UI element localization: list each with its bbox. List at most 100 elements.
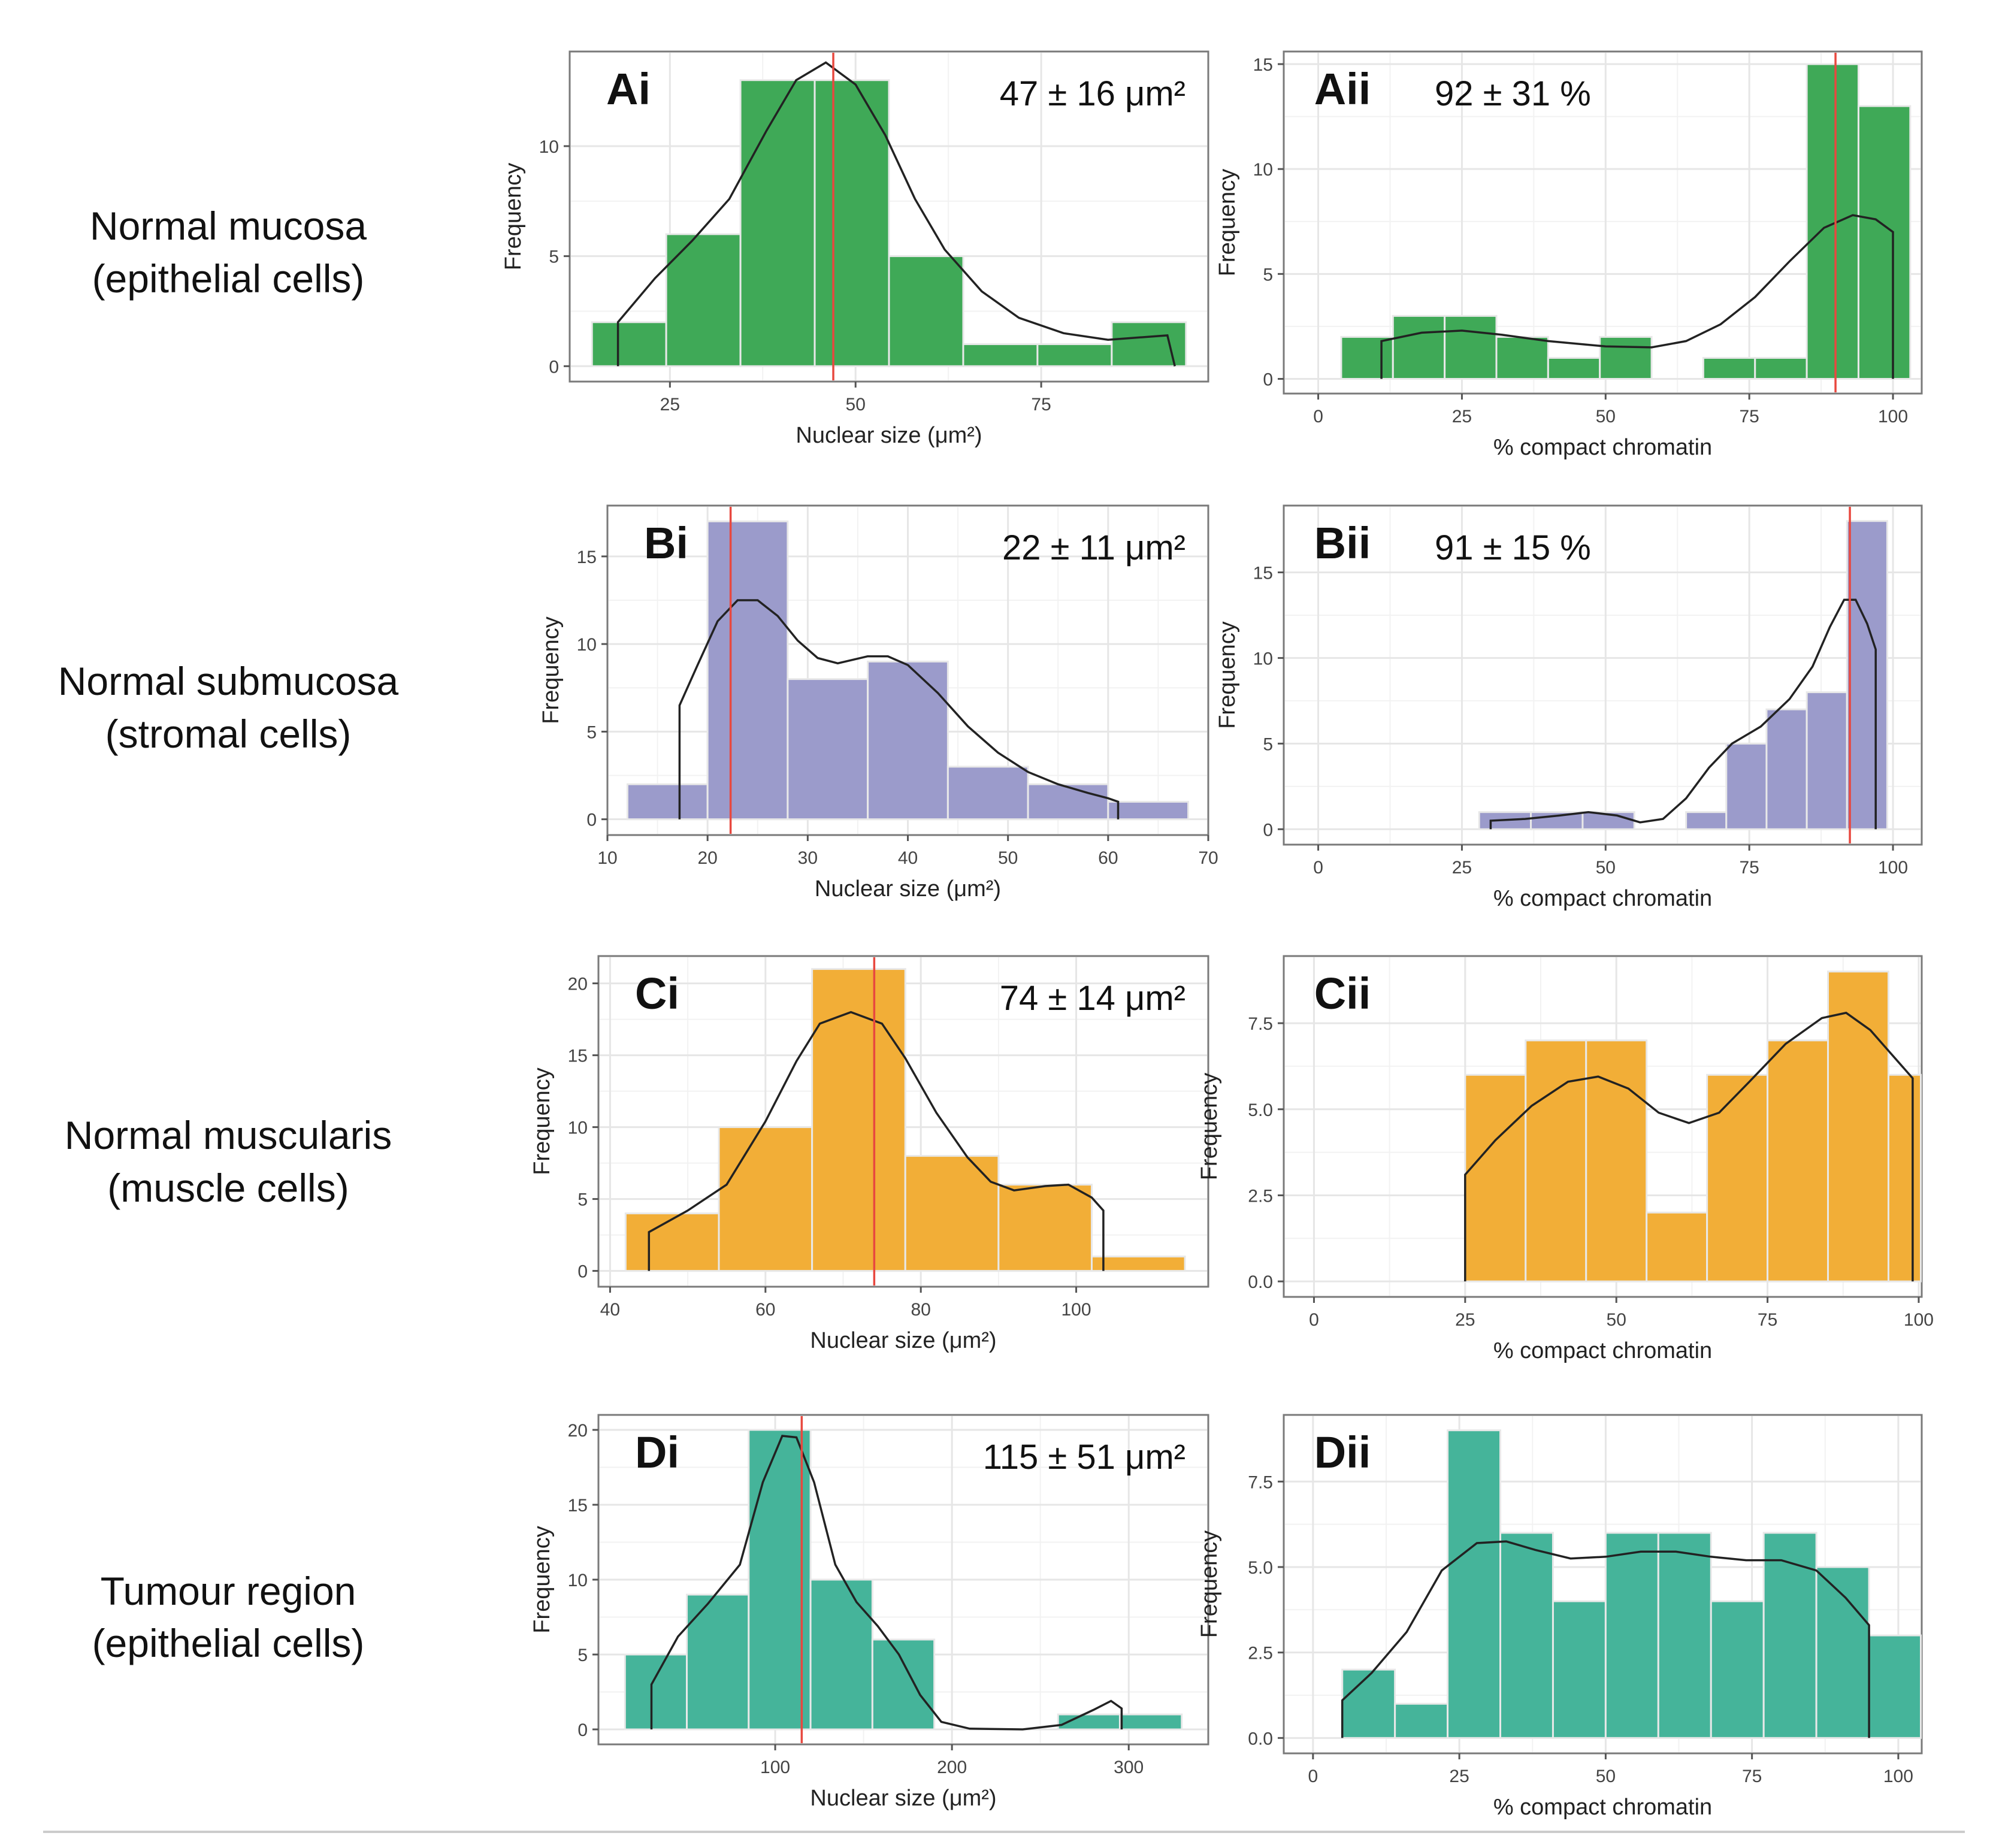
histogram-bar	[1447, 1429, 1502, 1739]
panel-bi: 10 20 30 40 50 60 70 0 5 10 15 Nuclear size (μm²) Fr…	[539, 504, 1218, 902]
y-tick-label: 0	[577, 1720, 588, 1740]
panel-label: Aii	[1314, 64, 1371, 114]
y-axis-title: Frequency	[1215, 621, 1240, 729]
row-label-tumour-line1: Tumour region	[101, 1569, 356, 1613]
histogram-bar	[1111, 321, 1187, 367]
histogram-bar	[748, 1429, 812, 1731]
histogram-bar	[1685, 811, 1728, 830]
histogram-bars	[591, 79, 1187, 367]
y-tick-label: 5.0	[1248, 1100, 1273, 1120]
histogram-bar	[1552, 1600, 1607, 1739]
y-tick-label: 15	[1253, 563, 1273, 583]
density-curve	[616, 61, 1176, 367]
histogram-bar	[787, 678, 869, 821]
histogram-bar	[591, 321, 667, 367]
histogram-bar	[997, 1184, 1093, 1272]
x-axis-title: % compact chromatin	[1493, 1338, 1712, 1363]
x-tick-label: 0	[1309, 1310, 1319, 1330]
x-axis-title: Nuclear size (μm²)	[810, 1786, 996, 1811]
panel-dii: 0 25 50 75 100 0.0 2.5 5.0 7.5 % compact chromati…	[1197, 1414, 1923, 1820]
x-tick-label: 10	[597, 848, 617, 868]
y-tick-label: 10	[568, 1118, 588, 1138]
row-label-tumour-line2: (epithelial cells)	[92, 1621, 365, 1665]
histogram-bar	[1340, 335, 1394, 380]
x-tick-label: 100	[1904, 1310, 1934, 1330]
histogram-bar	[1444, 314, 1498, 380]
row-label-submucosa-line1: Normal submucosa	[58, 659, 399, 703]
x-tick-label: 25	[1452, 407, 1472, 427]
panel-label: Ci	[635, 969, 679, 1018]
y-axis-title: Frequency	[530, 1067, 555, 1175]
y-tick-label: 15	[577, 548, 597, 567]
x-tick-label: 75	[1739, 407, 1759, 427]
x-tick-label: 100	[1878, 407, 1908, 427]
y-tick-label: 5	[577, 1190, 588, 1210]
histogram-bar	[1585, 1039, 1648, 1283]
histogram-bars	[1464, 970, 1922, 1283]
histogram-bar	[1090, 1256, 1186, 1272]
x-tick-label: 25	[1452, 858, 1472, 878]
histogram-bar	[1887, 1073, 1922, 1283]
y-tick-label: 7.5	[1248, 1472, 1273, 1492]
stat-annotation: 92 ± 31 %	[1435, 74, 1591, 113]
y-tick-label: 0	[577, 1262, 588, 1282]
x-axis-title: % compact chromatin	[1493, 435, 1712, 460]
histogram-bar	[686, 1593, 750, 1731]
histogram-bar	[1868, 1634, 1922, 1739]
y-tick-label: 5	[1263, 265, 1273, 285]
y-tick-label: 0	[586, 810, 597, 830]
density-curve	[678, 599, 1120, 819]
x-tick-label: 60	[1098, 848, 1118, 868]
x-tick-label: 40	[898, 848, 918, 868]
histogram-bar	[888, 255, 964, 367]
stat-annotation: 115 ± 51 μm²	[983, 1438, 1185, 1477]
y-tick-label: 5	[1263, 734, 1273, 754]
histogram-bar	[1767, 1039, 1829, 1283]
row-label-muscularis-line1: Normal muscularis	[65, 1113, 392, 1157]
x-tick-label: 50	[846, 395, 866, 415]
histogram-bars	[1340, 63, 1912, 380]
histogram-bar	[813, 79, 890, 367]
histogram-bar	[1036, 343, 1113, 367]
panel-label: Ai	[606, 64, 651, 114]
y-tick-label: 10	[577, 635, 597, 655]
histogram-bar	[1754, 356, 1808, 380]
histogram-bar	[665, 233, 742, 367]
histogram-bar	[624, 1653, 688, 1731]
x-tick-label: 100	[1878, 858, 1908, 878]
panel-ai: 25 50 75 0 5 10 Nuclear size (μm²) Frequency Ai 4…	[501, 50, 1209, 448]
histogram-bar	[1394, 1702, 1449, 1739]
histogram-bar	[867, 660, 949, 821]
x-axis-title: % compact chromatin	[1493, 886, 1712, 911]
histogram-bar	[624, 1212, 720, 1272]
x-tick-label: 300	[1114, 1758, 1144, 1777]
y-tick-label: 10	[568, 1571, 588, 1590]
y-tick-label: 0	[549, 357, 559, 377]
y-tick-label: 0	[1263, 820, 1273, 840]
y-tick-label: 20	[568, 975, 588, 994]
x-axis-title: Nuclear size (μm²)	[796, 423, 982, 448]
y-tick-label: 2.5	[1248, 1644, 1273, 1663]
histogram-bar	[1525, 1039, 1587, 1283]
histogram-bar	[1118, 1713, 1183, 1731]
y-tick-label: 5	[577, 1646, 588, 1665]
y-tick-label: 0.0	[1248, 1272, 1273, 1292]
y-tick-label: 10	[1253, 160, 1273, 180]
x-tick-label: 60	[755, 1300, 775, 1320]
x-tick-label: 30	[798, 848, 818, 868]
row-label-muscularis-line2: (muscle cells)	[107, 1166, 349, 1210]
x-tick-label: 0	[1308, 1767, 1318, 1786]
histogram-bar	[626, 783, 709, 821]
density-curve	[1464, 1011, 1914, 1282]
histogram-bar	[1657, 1532, 1712, 1739]
y-tick-label: 10	[1253, 649, 1273, 669]
row-label-mucosa-line2: (epithelial cells)	[92, 256, 365, 301]
histogram-bar	[1806, 691, 1848, 830]
row-label-submucosa-line2: (stromal cells)	[105, 712, 352, 756]
histogram-bar	[1765, 708, 1808, 830]
row-label-mucosa-line1: Normal mucosa	[90, 204, 367, 248]
histogram-bar	[1499, 1532, 1554, 1739]
x-tick-label: 50	[1607, 1310, 1626, 1330]
histogram-bar	[904, 1155, 1000, 1272]
